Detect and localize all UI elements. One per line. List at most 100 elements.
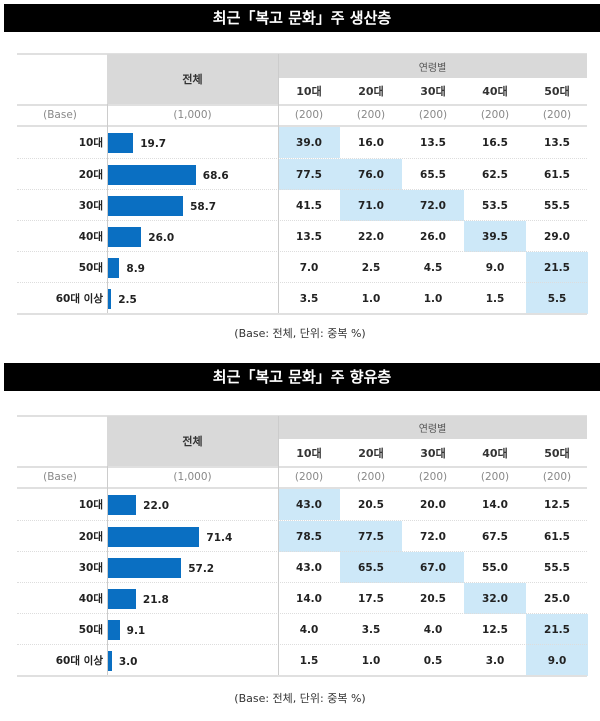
table-row: 20대 71.4 78.5 77.5 72.0 67.5 61.5	[17, 520, 587, 552]
header-age-group: 연령별	[278, 54, 587, 78]
value-cell: 55.5	[544, 561, 570, 574]
base-col: (200)	[356, 470, 386, 483]
value-cell: 13.5	[296, 230, 322, 243]
table-row: 10대 19.7 39.0 16.0 13.5 16.5 13.5	[17, 127, 587, 158]
bar-value-label: 21.8	[142, 593, 169, 606]
value-cell: 14.0	[296, 592, 322, 605]
value-cell: 21.5	[526, 614, 588, 645]
value-cell: 4.0	[423, 623, 443, 636]
value-cell: 12.5	[544, 498, 570, 511]
base-col: (200)	[480, 470, 510, 483]
chart-title: 최근「복고 문화」주 생산층	[4, 4, 600, 32]
row-label: 30대	[78, 562, 103, 574]
value-cell: 20.5	[420, 592, 446, 605]
value-cell: 67.5	[482, 530, 508, 543]
value-cell: 77.5	[340, 521, 402, 552]
value-cell: 1.0	[361, 292, 381, 305]
base-row: (Base) (1,000) (200) (200) (200) (200) (200)	[17, 104, 587, 125]
value-cell: 26.0	[420, 230, 446, 243]
table-row: 10대 22.0 43.0 20.5 20.0 14.0 12.5	[17, 489, 587, 520]
chart-title: 최근「복고 문화」주 향유층	[4, 363, 600, 391]
value-cell: 78.5	[278, 521, 340, 552]
header-age-3: 30대	[420, 85, 446, 98]
value-cell: 72.0	[420, 530, 446, 543]
bar-total	[108, 494, 137, 515]
bar-total	[108, 557, 182, 578]
value-cell: 61.5	[544, 530, 570, 543]
footnote: (Base: 전체, 단위: 중복 %)	[234, 327, 366, 340]
row-label: 50대	[78, 624, 103, 636]
value-cell: 4.0	[299, 623, 319, 636]
table-row: 30대 57.2 43.0 65.5 67.0 55.0 55.5	[17, 551, 587, 583]
header-age-group: 연령별	[278, 416, 587, 439]
value-cell: 43.0	[296, 561, 322, 574]
base-total: (1,000)	[173, 108, 212, 121]
header-age-3: 30대	[420, 446, 446, 460]
data-table: 전체 연령별 10대 20대 30대 40대 50대 (Base) (1,000) (200) (2…	[17, 415, 588, 677]
table-row: 40대 26.0 13.5 22.0 26.0 39.5 29.0	[17, 220, 587, 252]
value-cell: 20.5	[358, 498, 384, 511]
header-total: 전체	[107, 416, 278, 466]
bar-total	[108, 164, 196, 185]
bar-value-label: 22.0	[143, 499, 170, 512]
header-age-1: 10대	[296, 85, 322, 98]
row-label: 60대 이상	[55, 655, 103, 667]
bar-total	[108, 619, 120, 640]
value-cell: 14.0	[482, 498, 508, 511]
value-cell: 17.5	[358, 592, 384, 605]
value-cell: 9.0	[485, 261, 505, 274]
value-cell: 62.5	[482, 168, 508, 181]
base-total: (1,000)	[173, 470, 212, 483]
value-cell: 77.5	[278, 159, 340, 190]
row-label: 10대	[78, 137, 103, 149]
value-cell: 1.0	[423, 292, 443, 305]
header-age-5: 50대	[544, 85, 570, 98]
footnote: (Base: 전체, 단위: 중복 %)	[234, 692, 366, 705]
value-cell: 3.5	[361, 623, 381, 636]
value-cell: 1.5	[299, 654, 319, 667]
divider	[107, 104, 108, 313]
base-col: (200)	[418, 108, 448, 121]
value-cell: 13.5	[420, 136, 446, 149]
value-cell: 43.0	[278, 489, 340, 520]
header-age-5: 50대	[544, 446, 570, 460]
header-age-4: 40대	[482, 446, 508, 460]
base-col: (200)	[418, 470, 448, 483]
bar-total	[108, 226, 142, 247]
value-cell: 3.0	[485, 654, 505, 667]
bar-total	[108, 526, 200, 547]
header-total: 전체	[107, 54, 278, 104]
value-cell: 41.5	[296, 199, 322, 212]
value-cell: 76.0	[340, 159, 402, 190]
base-col: (200)	[356, 108, 386, 121]
bar-value-label: 3.0	[118, 655, 138, 668]
header-divider	[17, 466, 587, 468]
value-cell: 61.5	[544, 168, 570, 181]
row-label: 30대	[78, 200, 103, 212]
value-cell: 65.5	[340, 552, 402, 583]
bar-total	[108, 257, 120, 278]
bar-value-label: 58.7	[190, 200, 217, 213]
data-table: 전체 연령별 10대 20대 30대 40대 50대 (Base) (1,000) (200) (2…	[17, 53, 588, 315]
base-divider	[17, 125, 587, 127]
value-cell: 55.0	[482, 561, 508, 574]
value-cell: 71.0	[340, 190, 402, 221]
value-cell: 2.5	[361, 261, 381, 274]
bar-total	[108, 288, 112, 309]
table-row: 20대 68.6 77.5 76.0 65.5 62.5 61.5	[17, 158, 587, 190]
bar-total	[108, 195, 184, 216]
value-cell: 7.0	[299, 261, 319, 274]
bar-total	[108, 650, 112, 671]
base-row: (Base) (1,000) (200) (200) (200) (200) (200)	[17, 466, 587, 487]
value-cell: 5.5	[526, 283, 588, 314]
table-row: 50대 9.1 4.0 3.5 4.0 12.5 21.5	[17, 613, 588, 645]
divider	[278, 54, 279, 313]
row-label: 20대	[78, 169, 103, 181]
value-cell: 20.0	[420, 498, 446, 511]
value-cell: 39.5	[464, 221, 526, 252]
value-cell: 29.0	[544, 230, 570, 243]
value-cell: 16.0	[358, 136, 384, 149]
header-age-2: 20대	[358, 446, 384, 460]
table-row: 50대 8.9 7.0 2.5 4.5 9.0 21.5	[17, 251, 588, 283]
value-cell: 65.5	[420, 168, 446, 181]
